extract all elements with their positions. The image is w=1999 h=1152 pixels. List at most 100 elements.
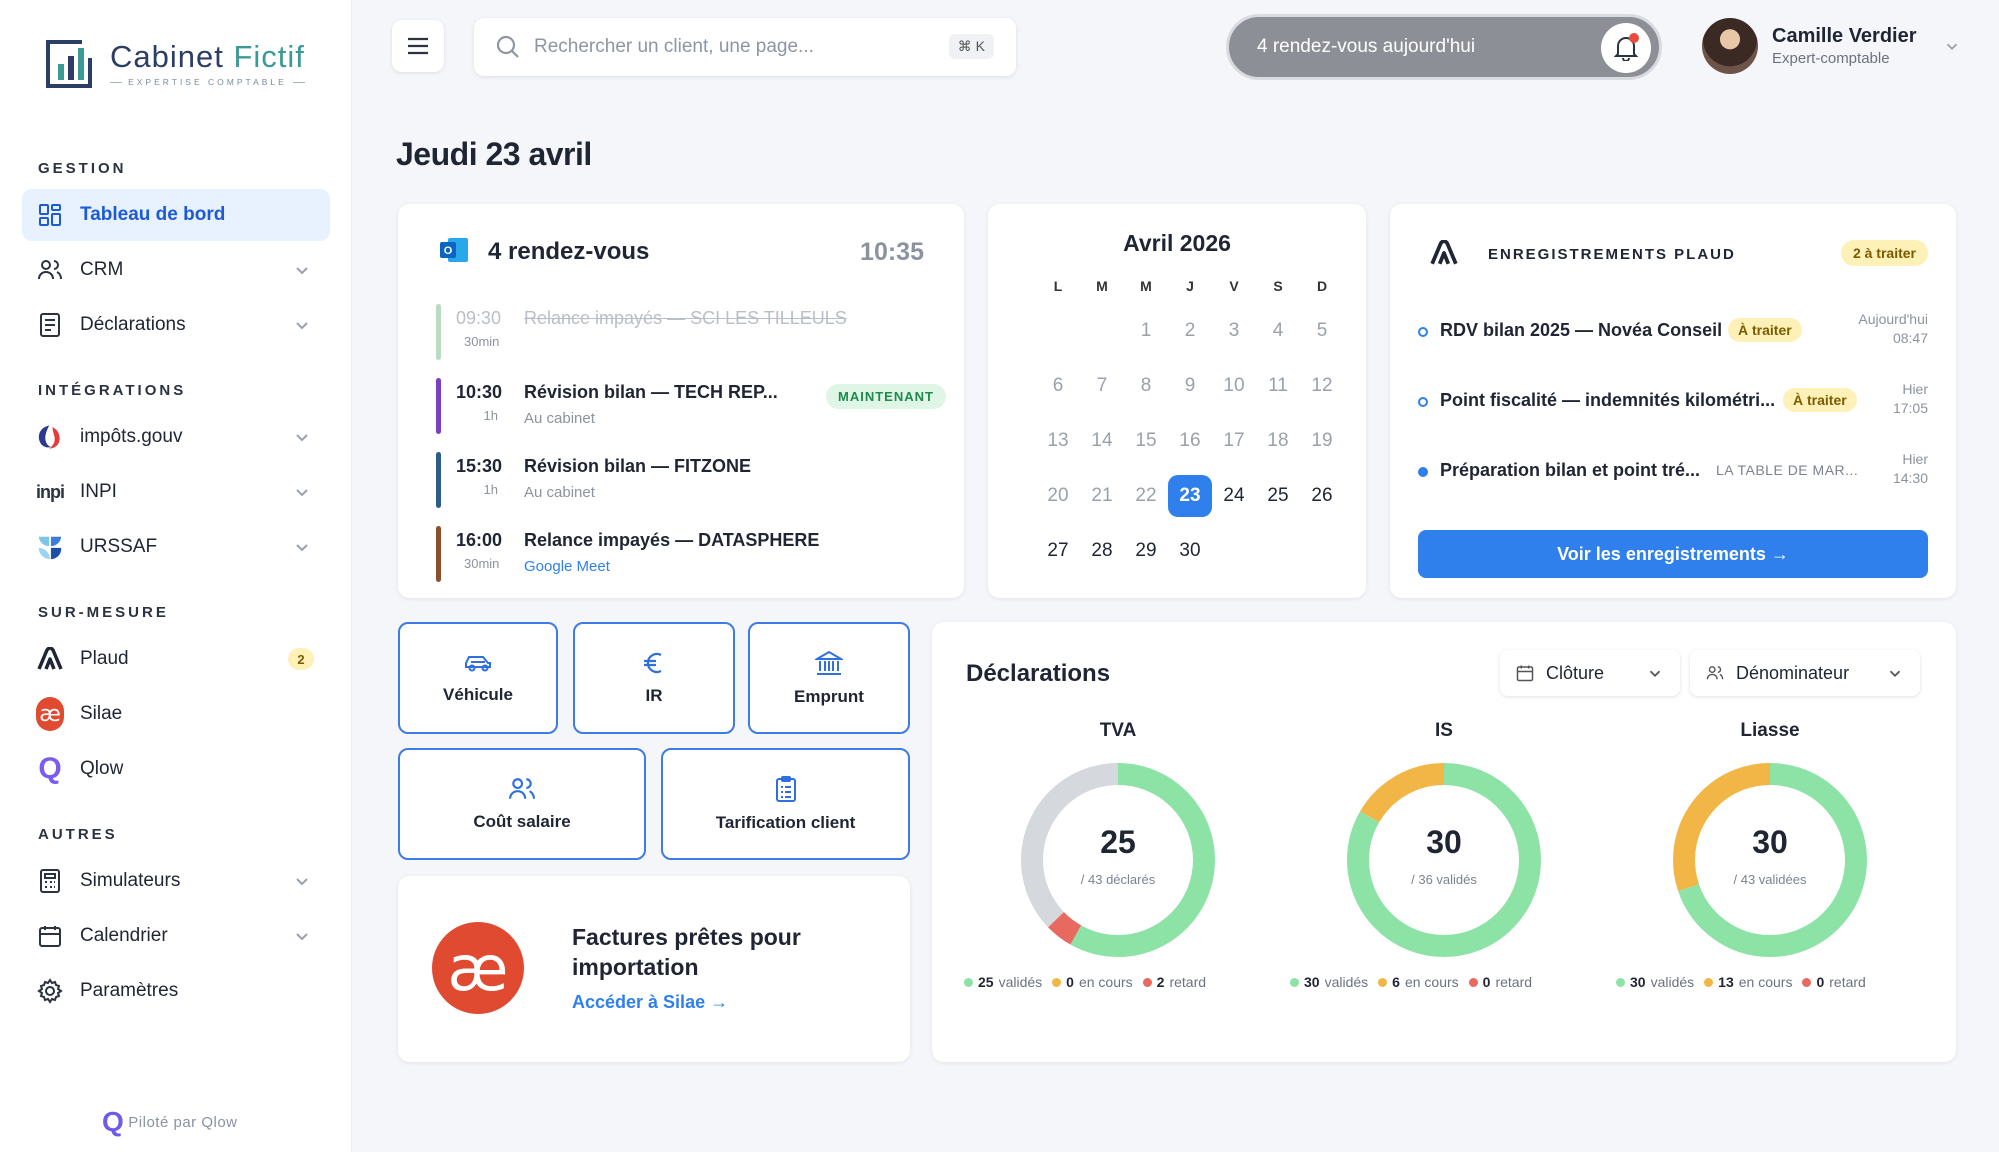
- sidebar-item-silae[interactable]: æ Silae: [22, 688, 330, 740]
- view-recordings-button[interactable]: Voir les enregistrements →: [1418, 530, 1928, 578]
- donut-chart-liasse[interactable]: 30 / 43 validées: [1670, 760, 1870, 960]
- search-bar[interactable]: ⌘ K: [474, 18, 1016, 76]
- sidebar-item-inpi[interactable]: inpi INPI: [22, 466, 330, 518]
- simulator-label: Véhicule: [443, 685, 513, 704]
- calendar-day[interactable]: 19: [1311, 430, 1333, 451]
- donut-title: IS: [1435, 720, 1453, 741]
- recording-item[interactable]: Point fiscalité — indemnités kilométri..…: [1418, 380, 1928, 430]
- simulator-emprunt-button[interactable]: Emprunt: [748, 622, 910, 734]
- calendar-day[interactable]: 1: [1140, 320, 1152, 341]
- sidebar-item-simulateurs[interactable]: Simulateurs: [22, 855, 330, 907]
- search-input[interactable]: [534, 36, 934, 58]
- appointment-duration: 1h: [483, 408, 498, 423]
- donut-title: TVA: [1099, 720, 1137, 741]
- appointment-item[interactable]: 16:00 30min Relance impayés — DATASPHERE…: [436, 526, 926, 582]
- donut-segment-restant: [1021, 763, 1215, 957]
- calendar-day[interactable]: 18: [1267, 430, 1289, 451]
- sidebar-item-calendrier[interactable]: Calendrier: [22, 910, 330, 962]
- calendar-day[interactable]: 4: [1272, 320, 1284, 341]
- calendar-day[interactable]: 14: [1091, 430, 1113, 451]
- simulator-ir-button[interactable]: IR: [573, 622, 735, 734]
- plaud-count-badge: 2: [288, 648, 314, 670]
- menu-toggle-button[interactable]: [392, 20, 444, 72]
- sidebar-item-urssaf[interactable]: URSSAF: [22, 521, 330, 573]
- user-menu[interactable]: Camille Verdier Expert-comptable: [1702, 18, 1961, 74]
- appointments-notification[interactable]: 4 rendez-vous aujourd'hui: [1226, 14, 1662, 80]
- appointment-name: Relance impayés — DATASPHERE: [524, 530, 820, 550]
- calendar-day[interactable]: 29: [1135, 540, 1157, 561]
- silae-link[interactable]: Accéder à Silae →: [572, 992, 729, 1012]
- hamburger-icon: [408, 37, 428, 55]
- simulator-vehicule-button[interactable]: Véhicule: [398, 622, 558, 734]
- simulator-label: Tarification client: [715, 813, 856, 832]
- legend-value: 25: [978, 974, 994, 990]
- calendar-day[interactable]: 17: [1223, 430, 1245, 451]
- calendar-day[interactable]: 3: [1228, 320, 1240, 341]
- silae-invoices-card: æ Factures prêtes pour importation Accéd…: [398, 876, 910, 1062]
- appointment-location: Au cabinet: [524, 484, 595, 501]
- sidebar-item-plaud[interactable]: Plaud 2: [22, 633, 330, 685]
- calendar-day[interactable]: 11: [1268, 375, 1288, 396]
- appointment-item[interactable]: 10:30 1h Révision bilan — TECH REP... Au…: [436, 378, 946, 434]
- sidebar-item-declarations[interactable]: Déclarations: [22, 299, 330, 351]
- calendar-day[interactable]: 2: [1184, 320, 1196, 341]
- sidebar-item-qlow[interactable]: Q Qlow: [22, 743, 330, 795]
- appointment-duration: 30min: [464, 556, 500, 571]
- sidebar-item-parametres[interactable]: Paramètres: [22, 965, 330, 1017]
- appointment-duration: 30min: [464, 334, 500, 349]
- calendar-day[interactable]: 13: [1047, 430, 1069, 451]
- calendar-day[interactable]: 30: [1179, 540, 1201, 561]
- appointment-meet-link[interactable]: Google Meet: [524, 558, 610, 575]
- notification-text: 4 rendez-vous aujourd'hui: [1257, 36, 1476, 57]
- sidebar-item-impots[interactable]: impôts.gouv: [22, 411, 330, 463]
- sidebar-item-dashboard[interactable]: Tableau de bord: [22, 189, 330, 241]
- calendar-day[interactable]: 12: [1311, 375, 1333, 396]
- calendar-day[interactable]: 22: [1135, 485, 1157, 506]
- chevron-down-icon: [1649, 670, 1661, 677]
- filter-label: Dénominateur: [1736, 662, 1850, 683]
- donut-legend: 25 validés 0 en cours 2 retard: [964, 974, 1206, 990]
- calendar-day[interactable]: 20: [1047, 485, 1069, 506]
- donut-center-value: 25: [1100, 824, 1136, 860]
- appointment-color-bar: [436, 378, 441, 434]
- legend-dot: [1802, 977, 1812, 987]
- calendar-day[interactable]: 15: [1135, 430, 1157, 451]
- calendar-day[interactable]: 6: [1052, 375, 1064, 396]
- calendar-day[interactable]: 8: [1140, 375, 1152, 396]
- calendar-day[interactable]: 21: [1091, 485, 1113, 506]
- simulator-cout-salaire-button[interactable]: Coût salaire: [398, 748, 646, 860]
- recording-item[interactable]: Préparation bilan et point tré... LA TAB…: [1418, 450, 1928, 500]
- plaud-logo-icon: [36, 645, 64, 673]
- calendar-day[interactable]: 26: [1311, 485, 1333, 506]
- calendar-day[interactable]: 5: [1316, 320, 1328, 341]
- appointment-item[interactable]: 15:30 1h Révision bilan — FITZONE Au cab…: [436, 452, 926, 508]
- calendar-day[interactable]: 28: [1091, 540, 1113, 561]
- appointment-item[interactable]: 09:30 30min Relance impayés — SCI LES TI…: [436, 304, 926, 360]
- sidebar-item-crm[interactable]: CRM: [22, 244, 330, 296]
- appointment-color-bar: [436, 452, 441, 508]
- denominateur-filter-select[interactable]: Dénominateur: [1690, 650, 1920, 696]
- brand-logo[interactable]: Cabinet Fictif EXPERTISE COMPTABLE: [42, 34, 305, 92]
- appointment-time: 15:30: [456, 456, 503, 476]
- plaud-card: ENREGISTREMENTS PLAUD 2 à traiter RDV bi…: [1390, 204, 1956, 598]
- sidebar-item-label: Calendrier: [80, 925, 168, 946]
- donut-chart-is[interactable]: 30 / 36 validés: [1344, 760, 1544, 960]
- simulator-tarification-button[interactable]: Tarification client: [661, 748, 910, 860]
- search-icon: [496, 35, 519, 58]
- calendar-day-today[interactable]: 23: [1168, 475, 1212, 517]
- calendar-day[interactable]: 10: [1223, 375, 1245, 396]
- calendar-day[interactable]: 27: [1047, 540, 1069, 561]
- recording-item[interactable]: RDV bilan 2025 — Novéa Conseil À traiter…: [1418, 310, 1928, 360]
- recording-status-tag: À traiter: [1728, 318, 1802, 342]
- calendar-day[interactable]: 24: [1223, 485, 1245, 506]
- calendar-day[interactable]: 16: [1179, 430, 1201, 451]
- appointment-time: 10:30: [456, 382, 503, 402]
- calendar-day[interactable]: 9: [1184, 375, 1196, 396]
- calendar-day[interactable]: 7: [1096, 375, 1108, 396]
- donut-chart-tva[interactable]: 25 / 43 déclarés: [1018, 760, 1218, 960]
- plaud-pending-badge: 2 à traiter: [1840, 240, 1928, 266]
- calendar-day[interactable]: 25: [1267, 485, 1289, 506]
- sidebar-item-label: Simulateurs: [80, 870, 181, 891]
- cloture-filter-select[interactable]: Clôture: [1500, 650, 1680, 696]
- notifications-button[interactable]: [1601, 23, 1651, 73]
